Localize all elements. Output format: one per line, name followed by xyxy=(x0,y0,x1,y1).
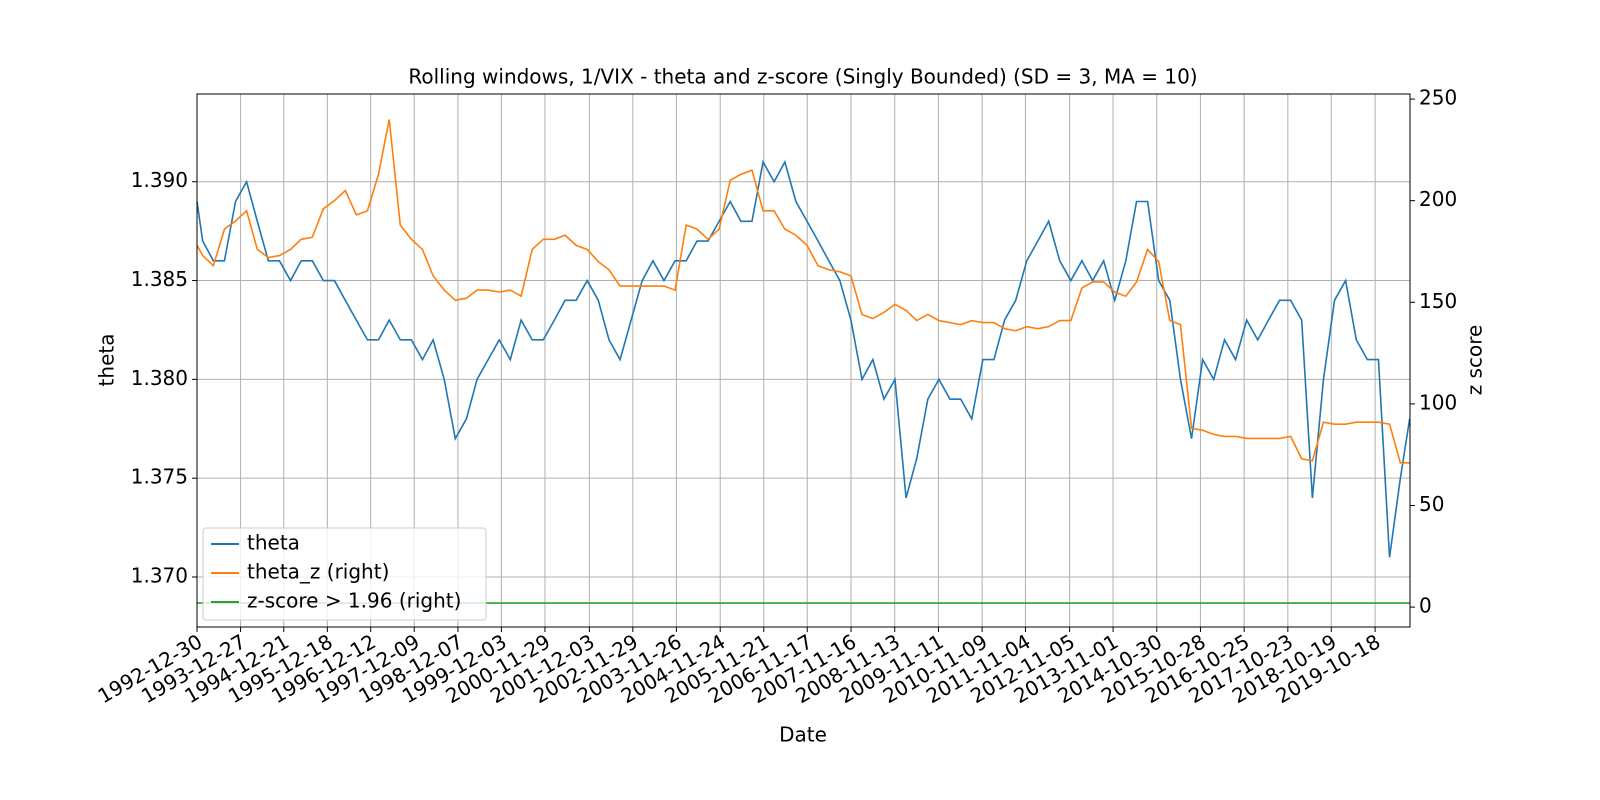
series-line xyxy=(196,119,1410,464)
y2-tick-label: 50 xyxy=(1419,492,1444,516)
y2-axis-label: z score xyxy=(1463,325,1487,396)
y-tick-label: 1.375 xyxy=(131,465,188,489)
y-tick-label: 1.380 xyxy=(131,366,188,390)
series-line xyxy=(196,159,1411,558)
y2-tick-label: 0 xyxy=(1419,594,1432,618)
y-tick-label: 1.370 xyxy=(131,564,188,588)
plot-frame xyxy=(196,93,1411,628)
y2-tick-label: 200 xyxy=(1419,187,1457,211)
x-axis-label: Date xyxy=(779,723,827,747)
y-tick-label: 1.390 xyxy=(131,168,188,192)
y2-tick-label: 150 xyxy=(1419,289,1457,313)
legend-label: theta xyxy=(247,531,300,555)
y-tick-label: 1.385 xyxy=(131,267,188,291)
legend-label: theta_z (right) xyxy=(247,560,389,584)
legend-box xyxy=(202,527,487,621)
legend: theta theta_z (right) z-score > 1.96 (righ… xyxy=(202,527,487,621)
legend-label: z-score > 1.96 (right) xyxy=(247,589,461,613)
y-axis-label: theta xyxy=(95,334,119,387)
y2-tick-label: 100 xyxy=(1419,390,1457,414)
chart-title: Rolling windows, 1/VIX - theta and z-sco… xyxy=(408,65,1197,89)
y2-tick-label: 250 xyxy=(1419,86,1457,110)
